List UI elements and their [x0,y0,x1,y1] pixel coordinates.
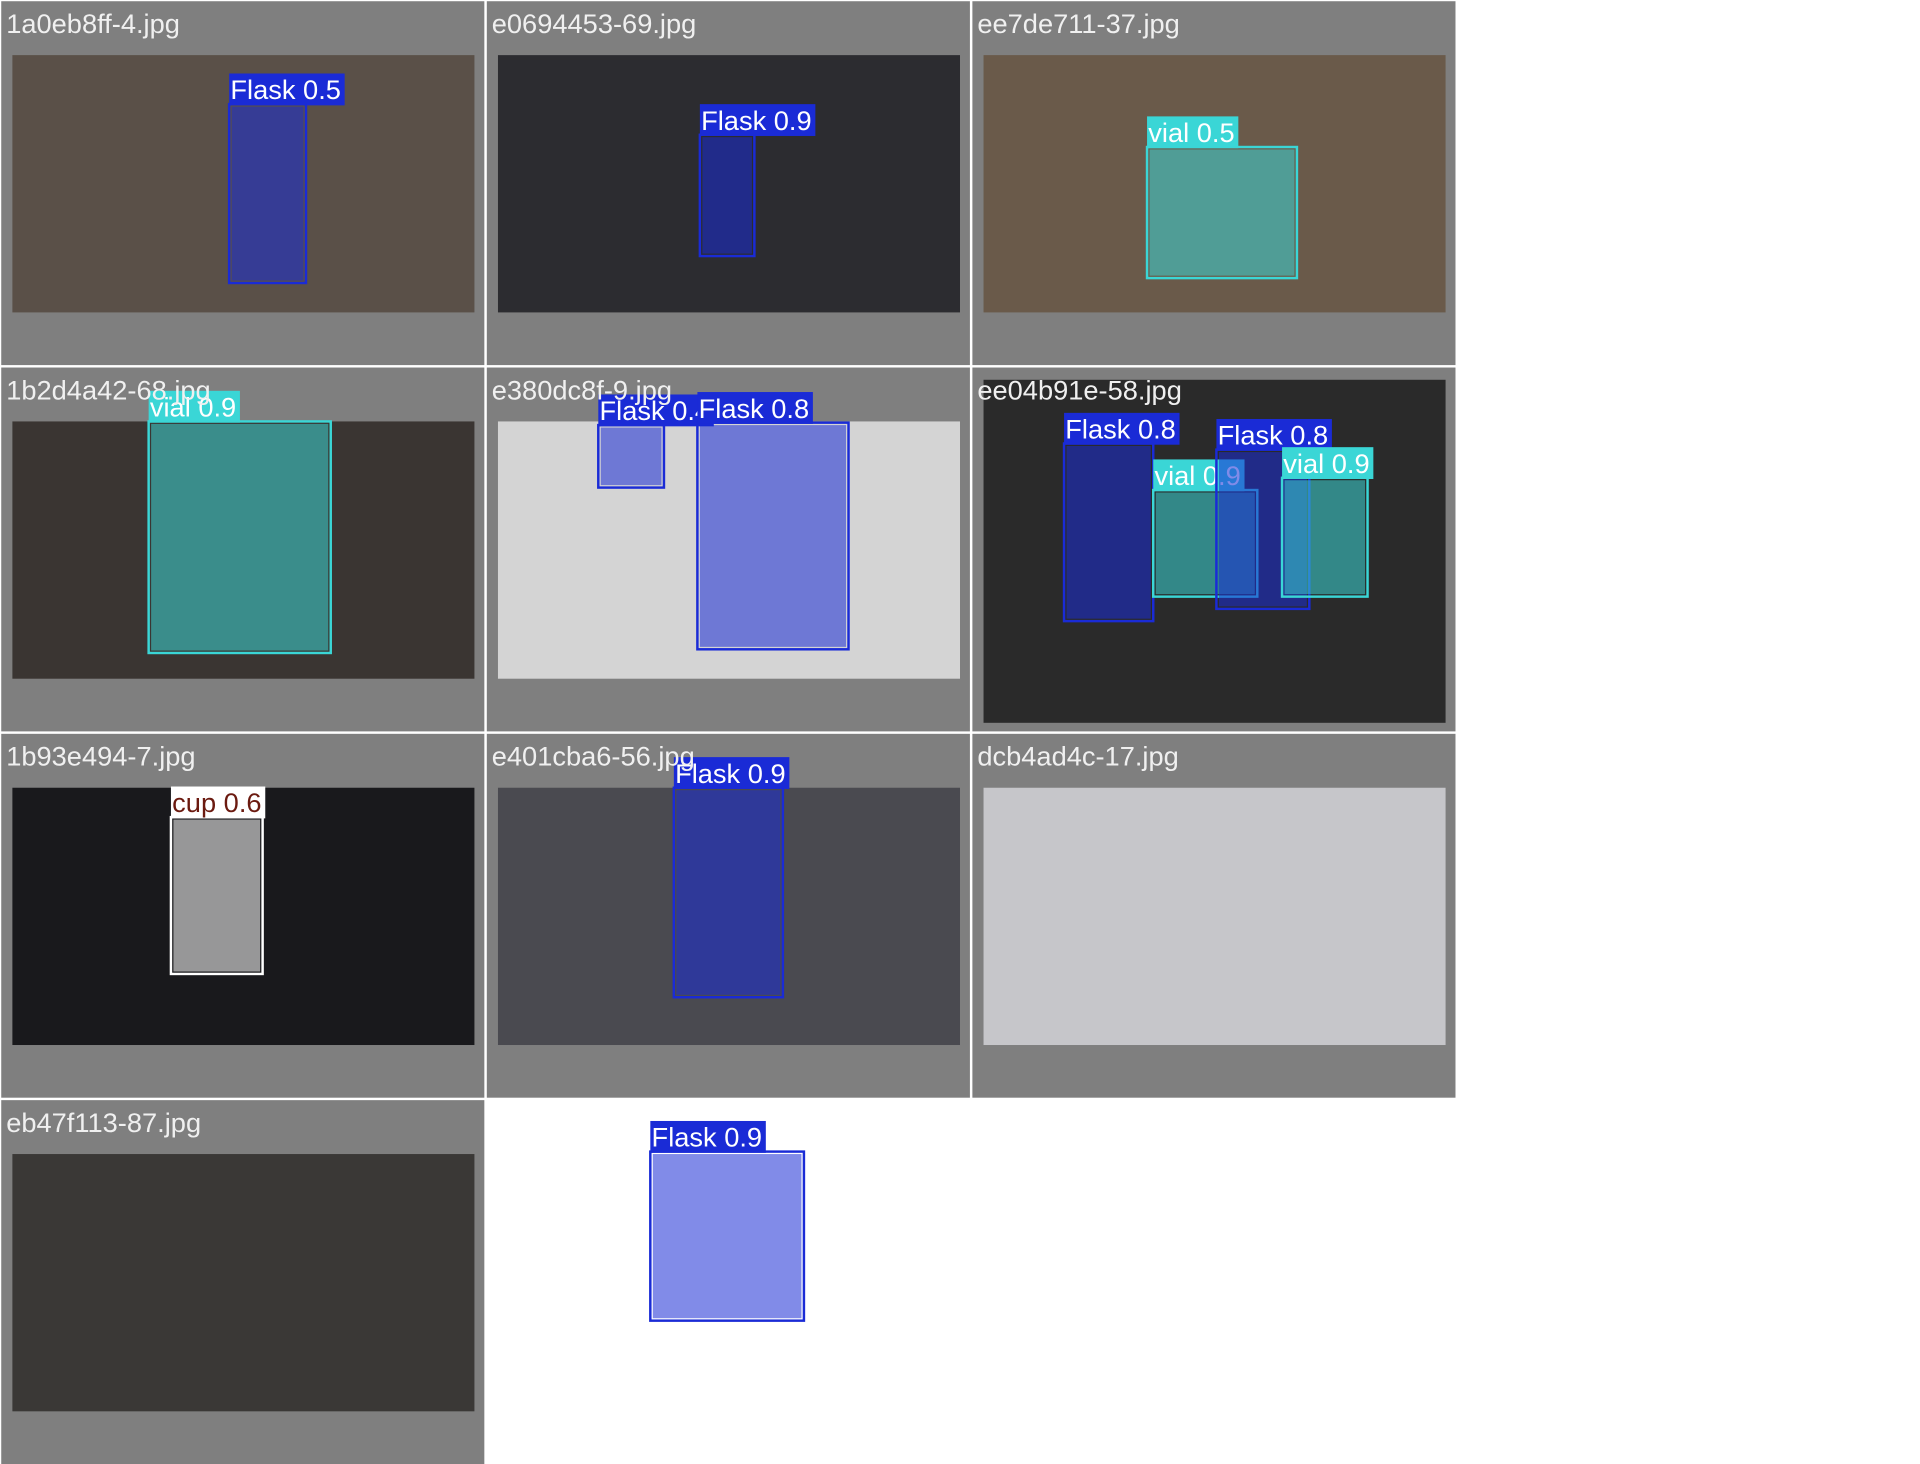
detection-label: Flask 0.9 [652,1122,763,1153]
mask [1066,445,1151,619]
filename: eb47f113-87.jpg [6,1107,201,1138]
filename: e0694453-69.jpg [492,8,697,39]
tile: cup 0.6 [1,733,485,1098]
image [983,787,1446,1046]
tile: vial 0.5 [972,1,1456,366]
mask [600,427,662,486]
detection-label: Flask 0.4 [600,395,711,426]
detection-label: vial 0.9 [150,392,236,423]
mask [173,819,261,972]
label-background [697,392,813,424]
tile: Flask 0.5 [1,1,485,366]
tile: Flask 0.9 [1,1100,806,1464]
label-background [170,786,266,819]
mask [1284,480,1366,595]
filename: dcb4ad4c-17.jpg [977,741,1178,772]
detection-label: Flask 0.8 [699,393,810,424]
label-background [148,390,240,423]
tile: vial 0.9 [1,367,485,732]
filename: ee7de711-37.jpg [977,8,1179,39]
label-background [650,1120,766,1153]
detection-label: Flask 0.8 [1065,414,1176,445]
label-background [1282,447,1374,480]
tile: Flask 0.9 [486,733,970,1098]
mask [699,425,847,647]
label-background [699,104,816,136]
filename: 1b2d4a42-68.jpg [6,375,211,406]
image [12,1154,475,1412]
mask [151,423,329,651]
label-background [229,73,345,106]
filename: 1b93e494-7.jpg [6,741,195,772]
filename: ee04b91e-58.jpg [977,375,1182,406]
detection-label: cup 0.6 [172,787,261,818]
label-background [1216,418,1332,451]
tile: Flask 0.9 [486,1,970,366]
label-background [598,394,714,427]
label-background [673,757,790,789]
detection-label: Flask 0.5 [230,74,341,105]
filename: e380dc8f-9.jpg [492,375,672,406]
detection-label: Flask 0.8 [1218,420,1329,451]
mask [652,1154,802,1319]
detection-label: Flask 0.9 [701,105,812,136]
mask [702,137,752,254]
detection-label: vial 0.9 [1283,448,1369,479]
mask [1149,149,1295,276]
label-background [1147,116,1239,149]
mask [231,106,304,281]
filename: e401cba6-56.jpg [492,741,695,772]
detection-label: vial 0.5 [1148,117,1234,148]
detection-label: Flask 0.9 [675,758,786,789]
label-background [1064,412,1180,445]
tile: vial 0.5 [179,733,1456,1313]
filename: 1a0eb8ff-4.jpg [6,8,180,39]
mask [676,790,781,995]
